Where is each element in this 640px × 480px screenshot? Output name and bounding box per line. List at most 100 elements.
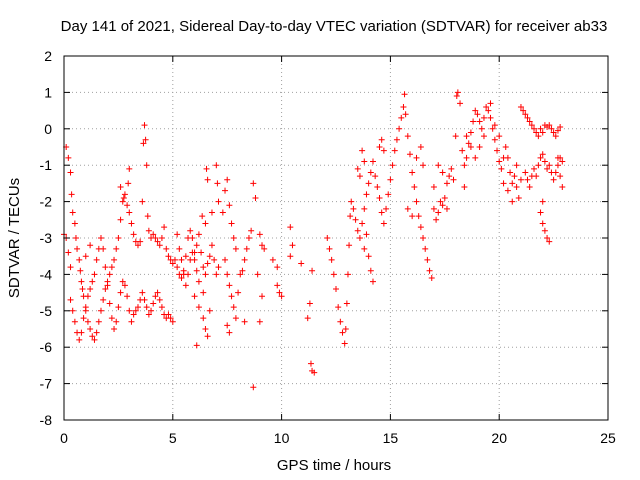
data-point (311, 369, 318, 376)
data-point (439, 202, 446, 209)
data-point (352, 216, 359, 223)
data-point (256, 231, 263, 238)
data-point (522, 111, 529, 118)
data-point (304, 315, 311, 322)
data-point (115, 235, 122, 241)
data-point (417, 224, 424, 231)
data-point (533, 129, 540, 136)
y-tick-label: -5 (40, 303, 53, 319)
data-point (443, 205, 450, 212)
data-point (213, 162, 220, 169)
data-point (539, 220, 546, 227)
data-point (156, 242, 163, 249)
data-point (143, 162, 150, 169)
data-point (365, 180, 372, 187)
data-point (467, 144, 474, 150)
data-point (215, 198, 222, 205)
data-point (485, 107, 492, 114)
data-point (132, 307, 139, 314)
data-point (472, 154, 479, 161)
data-point (91, 336, 98, 343)
data-point (239, 267, 246, 274)
data-point (559, 184, 566, 191)
data-point (182, 282, 189, 289)
data-point (126, 165, 133, 172)
data-point (235, 289, 242, 296)
data-point (517, 103, 524, 110)
data-point (380, 147, 387, 154)
data-point (324, 235, 331, 241)
data-point (557, 123, 564, 130)
data-point (259, 293, 266, 300)
data-point (111, 256, 118, 263)
data-point (535, 162, 542, 169)
data-point (367, 169, 374, 176)
data-point (433, 216, 440, 223)
data-point (204, 260, 211, 267)
data-point (78, 278, 85, 285)
data-point (554, 162, 561, 169)
data-point (402, 111, 409, 118)
data-point (226, 282, 233, 289)
data-point (176, 245, 183, 252)
data-point (461, 162, 468, 169)
data-point (219, 209, 226, 216)
x-tick-label: 20 (491, 430, 507, 446)
data-point (198, 249, 205, 256)
data-point (250, 384, 257, 391)
data-point (359, 220, 366, 227)
data-point (406, 151, 413, 158)
data-point (134, 242, 141, 249)
data-point (84, 318, 91, 325)
data-point (71, 220, 78, 227)
data-point (347, 213, 354, 220)
data-point (161, 224, 168, 231)
data-point (185, 271, 192, 278)
data-point (126, 209, 133, 216)
data-point (120, 194, 127, 201)
data-point (228, 220, 235, 227)
x-tick-label: 0 (60, 430, 68, 446)
data-point (346, 242, 353, 249)
data-point (342, 326, 349, 332)
data-point (108, 315, 115, 322)
data-point (550, 129, 557, 136)
data-point (121, 282, 128, 289)
data-point (117, 289, 124, 296)
data-point (383, 205, 390, 212)
data-point (145, 311, 152, 318)
data-point (404, 133, 411, 140)
data-point (472, 107, 479, 114)
data-point (367, 267, 374, 274)
data-point (413, 198, 420, 205)
data-point (411, 184, 418, 191)
data-point (93, 329, 100, 336)
data-point (522, 169, 529, 176)
data-point (557, 154, 564, 161)
data-point (163, 245, 170, 252)
data-point (100, 245, 107, 252)
data-point (426, 267, 433, 274)
y-tick-label: 1 (44, 84, 52, 100)
data-point (76, 256, 83, 263)
data-point (87, 326, 94, 332)
data-point (126, 307, 133, 314)
data-point (344, 271, 351, 278)
data-point (424, 256, 431, 263)
data-point (478, 125, 485, 132)
data-point (178, 256, 185, 263)
data-point (77, 267, 84, 274)
data-point (102, 264, 109, 271)
data-point (182, 253, 189, 260)
data-point (113, 245, 120, 252)
data-point (448, 165, 455, 172)
data-point (348, 198, 355, 205)
data-point (158, 235, 165, 241)
data-point (546, 122, 553, 129)
data-point (148, 307, 155, 314)
data-point (465, 140, 472, 147)
data-point (200, 264, 207, 271)
data-point (204, 333, 211, 340)
data-point (520, 107, 527, 114)
data-point (378, 209, 385, 216)
